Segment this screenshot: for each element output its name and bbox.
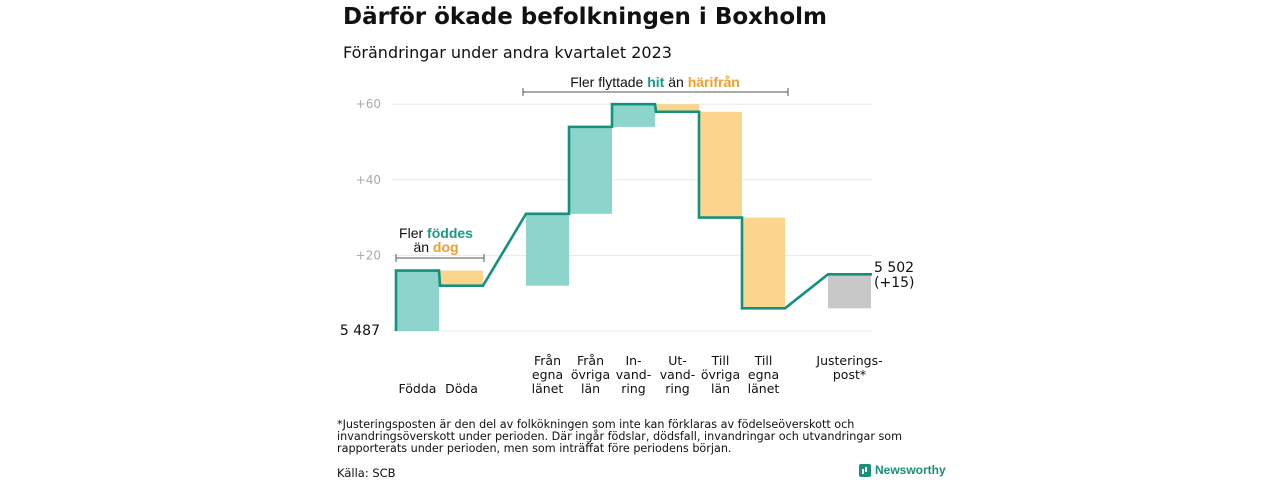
category-label: post* xyxy=(833,367,866,382)
category-label: egna xyxy=(748,367,779,382)
y-tick-label: +40 xyxy=(356,173,381,187)
waterfall-bar xyxy=(440,270,483,286)
waterfall-bar xyxy=(656,104,699,112)
chart-subtitle: Förändringar under andra kvartalet 2023 xyxy=(343,43,672,62)
waterfall-bar xyxy=(396,270,439,331)
category-label: länet xyxy=(748,381,780,396)
chart-title: Därför ökade befolkningen i Boxholm xyxy=(343,4,828,30)
brand-logo: Newsworthy xyxy=(859,463,946,477)
category-label: ring xyxy=(621,381,645,396)
end-change-label: (+15) xyxy=(874,275,914,291)
waterfall-bar xyxy=(526,213,569,286)
category-label: övriga xyxy=(701,367,740,382)
source-label: Källa: SCB xyxy=(337,466,396,480)
category-label: ring xyxy=(665,381,689,396)
waterfall-bar xyxy=(699,111,742,218)
category-label: övriga xyxy=(571,367,610,382)
waterfall-bar xyxy=(742,217,785,309)
y-tick-label: +60 xyxy=(356,97,381,111)
category-label: län xyxy=(711,381,730,396)
footnote: *Justeringsposten är den del av folkökni… xyxy=(337,418,903,455)
births-annotation: Fler föddes xyxy=(399,225,473,241)
category-label: vand- xyxy=(616,367,651,382)
category-label: Ut- xyxy=(668,353,687,368)
category-label: Från xyxy=(577,353,604,368)
start-value-label: 5 487 xyxy=(340,323,380,339)
category-label: länet xyxy=(532,381,564,396)
cumulative-step-line xyxy=(394,102,872,331)
category-label: vand- xyxy=(660,367,695,382)
category-label: Justerings- xyxy=(815,353,882,368)
waterfall-bar xyxy=(612,104,655,127)
newsworthy-icon xyxy=(859,463,871,477)
category-label: Döda xyxy=(445,381,478,396)
y-tick-label: +20 xyxy=(356,248,381,262)
end-value-label: 5 502 xyxy=(874,260,914,276)
category-label: egna xyxy=(532,367,563,382)
waterfall-bar xyxy=(569,126,612,214)
waterfall-bar xyxy=(828,274,871,309)
migration-annotation: Fler flyttade hit än härifrån xyxy=(570,74,740,90)
category-label: län xyxy=(581,381,600,396)
category-label: Till xyxy=(711,353,730,368)
category-label: In- xyxy=(625,353,641,368)
category-label: Till xyxy=(754,353,773,368)
category-label: Från xyxy=(534,353,561,368)
brand-name: Newsworthy xyxy=(875,463,946,477)
births-annotation-line2: än dog xyxy=(413,239,458,255)
category-label: Födda xyxy=(399,381,437,396)
